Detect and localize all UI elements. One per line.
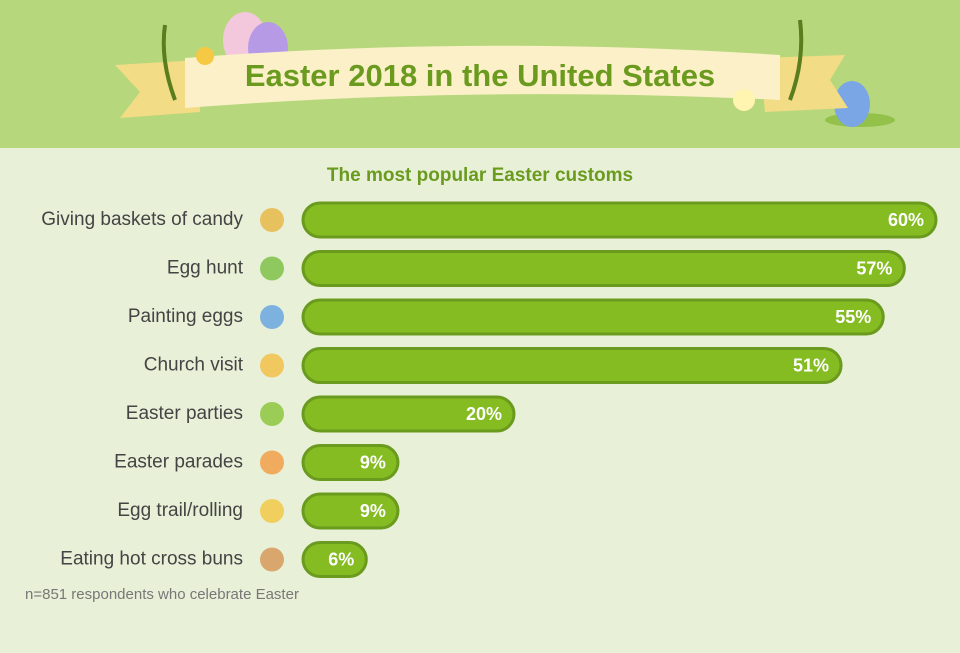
value-label: 55%: [835, 307, 871, 327]
category-label: Egg hunt: [167, 258, 244, 279]
icon: [260, 353, 284, 378]
category-label: Egg trail/rolling: [117, 500, 243, 521]
bar: [301, 201, 938, 239]
category-label: Eating hot cross buns: [60, 549, 243, 570]
bar: [301, 541, 368, 578]
value-label: 9%: [360, 452, 386, 472]
chart-title: Easter 2018 in the United States: [245, 58, 715, 93]
bar: [301, 298, 885, 336]
category-label: Church visit: [144, 355, 244, 376]
leaf-stem: [788, 19, 804, 101]
bar: [301, 250, 906, 287]
ribbon-end: [115, 60, 200, 118]
flower: [733, 89, 755, 111]
ribbon: [185, 45, 780, 108]
icon: [260, 305, 284, 329]
category-label: Easter parties: [126, 403, 243, 424]
bar: [301, 395, 516, 433]
value-label: 20%: [466, 404, 502, 424]
bar: [301, 444, 400, 481]
value-label: 60%: [888, 210, 924, 230]
chart-subtitle: The most popular Easter customs: [327, 165, 633, 186]
icon: [260, 208, 284, 232]
value-label: 57%: [856, 258, 892, 278]
category-label: Giving baskets of candy: [41, 209, 243, 230]
icon: [260, 547, 284, 572]
note: n=851 respondents who celebrate Easter: [25, 586, 299, 603]
icon: [260, 402, 284, 426]
icon: [260, 499, 284, 523]
category-label: Painting eggs: [128, 306, 243, 327]
ribbon-end: [760, 55, 848, 112]
value-label: 9%: [360, 501, 386, 521]
icon: [260, 450, 284, 475]
value-label: 6%: [328, 549, 354, 569]
bar: [301, 492, 400, 530]
egg: [834, 81, 870, 127]
bar: [301, 347, 843, 384]
flower: [196, 47, 214, 65]
category-label: Easter parades: [114, 452, 243, 473]
value-label: 51%: [793, 355, 829, 375]
leaf-stem: [161, 24, 177, 101]
icon: [260, 256, 284, 281]
